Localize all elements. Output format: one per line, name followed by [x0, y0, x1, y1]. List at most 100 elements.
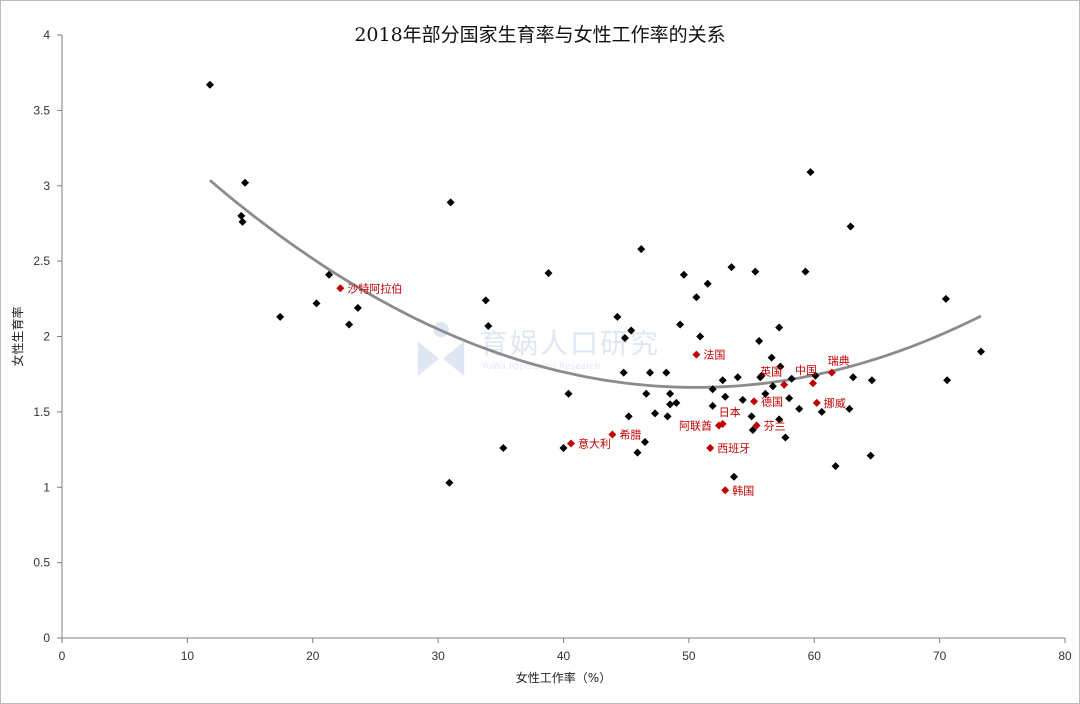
point-label: 韩国	[732, 483, 754, 497]
data-point	[703, 279, 712, 288]
data-point	[811, 371, 820, 380]
x-axis-label: 女性工作率（%）	[516, 670, 611, 685]
point-label: 希腊	[619, 427, 641, 441]
highlighted-point	[780, 380, 789, 389]
point-label: 挪威	[824, 396, 846, 410]
x-tick-label: 60	[808, 649, 822, 663]
data-point	[867, 376, 876, 385]
y-tick-label: 2	[43, 330, 50, 344]
data-point	[775, 415, 784, 424]
point-label: 英国	[760, 365, 782, 379]
data-point	[692, 293, 701, 302]
data-point	[619, 368, 628, 377]
data-point	[708, 385, 717, 394]
data-point	[775, 323, 784, 332]
data-point	[205, 80, 214, 89]
x-tick-label: 10	[181, 649, 195, 663]
data-point	[755, 337, 764, 346]
points-group	[205, 80, 985, 487]
data-point	[730, 472, 739, 481]
data-point	[845, 404, 854, 413]
y-tick-label: 4	[43, 28, 50, 42]
y-tick-label: 2.5	[33, 254, 50, 268]
data-point	[345, 320, 354, 329]
highlighted-point	[827, 368, 836, 377]
data-point	[817, 407, 826, 416]
data-point	[241, 178, 250, 187]
y-tick-label: 1	[43, 480, 50, 494]
data-point	[613, 312, 622, 321]
data-point	[559, 444, 568, 453]
point-label: 德国	[761, 394, 783, 408]
highlighted-point	[752, 421, 761, 430]
data-point	[679, 270, 688, 279]
point-label: 意大利	[578, 437, 611, 451]
y-tick-label: 0	[43, 631, 50, 645]
point-label: 日本	[719, 405, 741, 419]
data-point	[651, 409, 660, 418]
highlighted-point	[336, 284, 345, 293]
x-tick-label: 80	[1058, 649, 1072, 663]
data-point	[676, 320, 685, 329]
data-point	[785, 394, 794, 403]
data-point	[624, 412, 633, 421]
data-point	[806, 168, 815, 177]
data-point	[943, 376, 952, 385]
highlighted-point	[692, 350, 701, 359]
data-point	[976, 347, 985, 356]
data-point	[747, 412, 756, 421]
trendline-group	[208, 179, 982, 389]
data-point	[768, 382, 777, 391]
data-point	[696, 332, 705, 341]
x-tick-label: 70	[933, 649, 947, 663]
data-point	[642, 389, 651, 398]
data-point	[666, 400, 675, 409]
data-point	[637, 245, 646, 254]
point-label: 阿联酋	[679, 418, 712, 432]
data-point	[733, 373, 742, 382]
data-point	[662, 368, 671, 377]
data-point	[761, 389, 770, 398]
data-point	[672, 398, 681, 407]
data-point	[776, 362, 785, 371]
data-point	[237, 211, 246, 220]
x-tick-label: 30	[431, 649, 445, 663]
data-point	[484, 321, 493, 330]
data-point	[544, 269, 553, 278]
data-point	[666, 389, 675, 398]
data-point	[276, 312, 285, 321]
highlighted-point	[608, 430, 617, 439]
data-point	[325, 270, 334, 279]
data-point	[353, 303, 362, 312]
data-point	[564, 389, 573, 398]
data-point	[846, 222, 855, 231]
point-label: 法国	[703, 348, 725, 362]
highlighted-point	[808, 379, 817, 388]
x-tick-label: 50	[682, 649, 696, 663]
highlighted-point	[812, 398, 821, 407]
data-point	[787, 374, 796, 383]
x-tick-label: 40	[557, 649, 571, 663]
x-tick-label: 0	[59, 649, 66, 663]
data-point	[627, 326, 636, 335]
highlighted-point	[721, 486, 730, 495]
y-tick-label: 1.5	[33, 405, 50, 419]
point-label: 瑞典	[828, 354, 850, 368]
point-label: 西班牙	[717, 442, 750, 455]
data-point	[721, 392, 730, 401]
axes: 0 10 20 30 40 50 60 70 80 0 0.5 1 1.5 2 2.5 3 3.5 4	[33, 28, 1072, 663]
highlighted-point	[706, 444, 715, 453]
data-point	[831, 462, 840, 471]
y-tick-label: 0.5	[33, 556, 50, 570]
data-point	[633, 448, 642, 457]
data-point	[446, 198, 455, 207]
data-point	[646, 368, 655, 377]
data-point	[445, 478, 454, 487]
data-point	[767, 353, 776, 362]
y-axis-label: 女性生育率	[10, 306, 25, 366]
y-tick-label: 3	[43, 179, 50, 193]
point-label: 中国	[795, 364, 817, 377]
data-point	[312, 299, 321, 308]
x-tick-label: 20	[306, 649, 320, 663]
